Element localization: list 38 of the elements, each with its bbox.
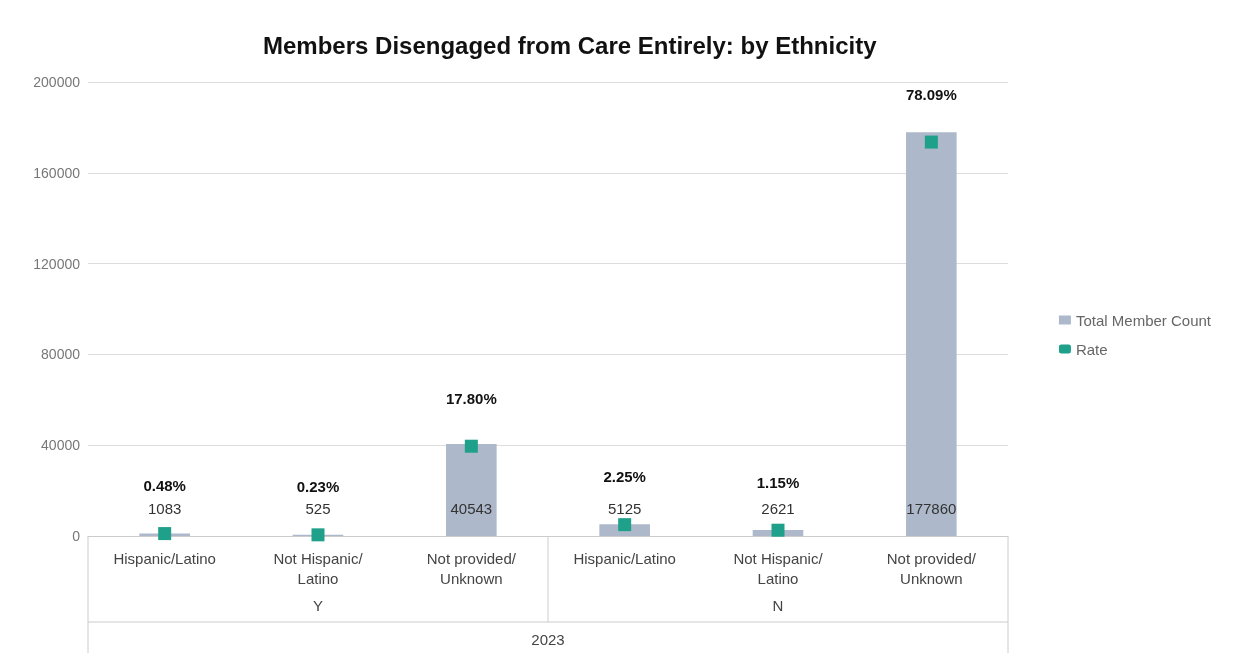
x-tick-label: Not Hispanic/Latino xyxy=(733,549,824,587)
point xyxy=(924,135,938,149)
y-tick-label: 40000 xyxy=(41,437,81,454)
data-label: 40543 xyxy=(450,500,493,517)
x-tick-label: Not provided/Unknown xyxy=(886,549,977,587)
x-tick-label: Hispanic/Latino xyxy=(573,549,676,567)
text: N xyxy=(772,597,784,614)
legend-label: Total Member Count xyxy=(1075,311,1212,329)
y-tick-label: 80000 xyxy=(41,346,81,363)
point xyxy=(158,527,172,541)
x-tick-label: Not provided/Unknown xyxy=(426,549,517,587)
x-tick-label: Hispanic/Latino xyxy=(113,549,216,567)
data-label: 1.15% xyxy=(756,473,800,491)
data-label: 0.23% xyxy=(296,478,340,496)
data-label: 0.48% xyxy=(143,477,186,495)
data-label: 525 xyxy=(305,500,331,517)
data-label: 1083 xyxy=(147,500,182,517)
text: 2023 xyxy=(531,631,565,648)
text: Y xyxy=(312,597,324,614)
y-tick-label: 200000 xyxy=(33,74,81,90)
bar xyxy=(446,443,497,536)
legend-label: Rate xyxy=(1075,340,1108,358)
y-tick-label: 0 xyxy=(72,528,81,544)
bar xyxy=(906,132,957,536)
data-label: 5125 xyxy=(607,500,642,517)
point xyxy=(311,528,325,542)
data-label: 78.09% xyxy=(905,85,957,103)
point xyxy=(618,518,632,532)
y-tick-label: 160000 xyxy=(33,164,81,181)
y-tick-label: 120000 xyxy=(33,255,81,272)
data-label: 17.80% xyxy=(445,389,497,407)
x-tick-label: Not Hispanic/Latino xyxy=(273,549,364,587)
point xyxy=(771,523,785,537)
point xyxy=(464,439,478,453)
data-label: 177860 xyxy=(906,500,957,517)
data-label: 2621 xyxy=(761,500,795,517)
chart-title: Members Disengaged from Care Entirely: by Ethnicity xyxy=(263,31,878,59)
data-label: 2.25% xyxy=(603,468,646,486)
